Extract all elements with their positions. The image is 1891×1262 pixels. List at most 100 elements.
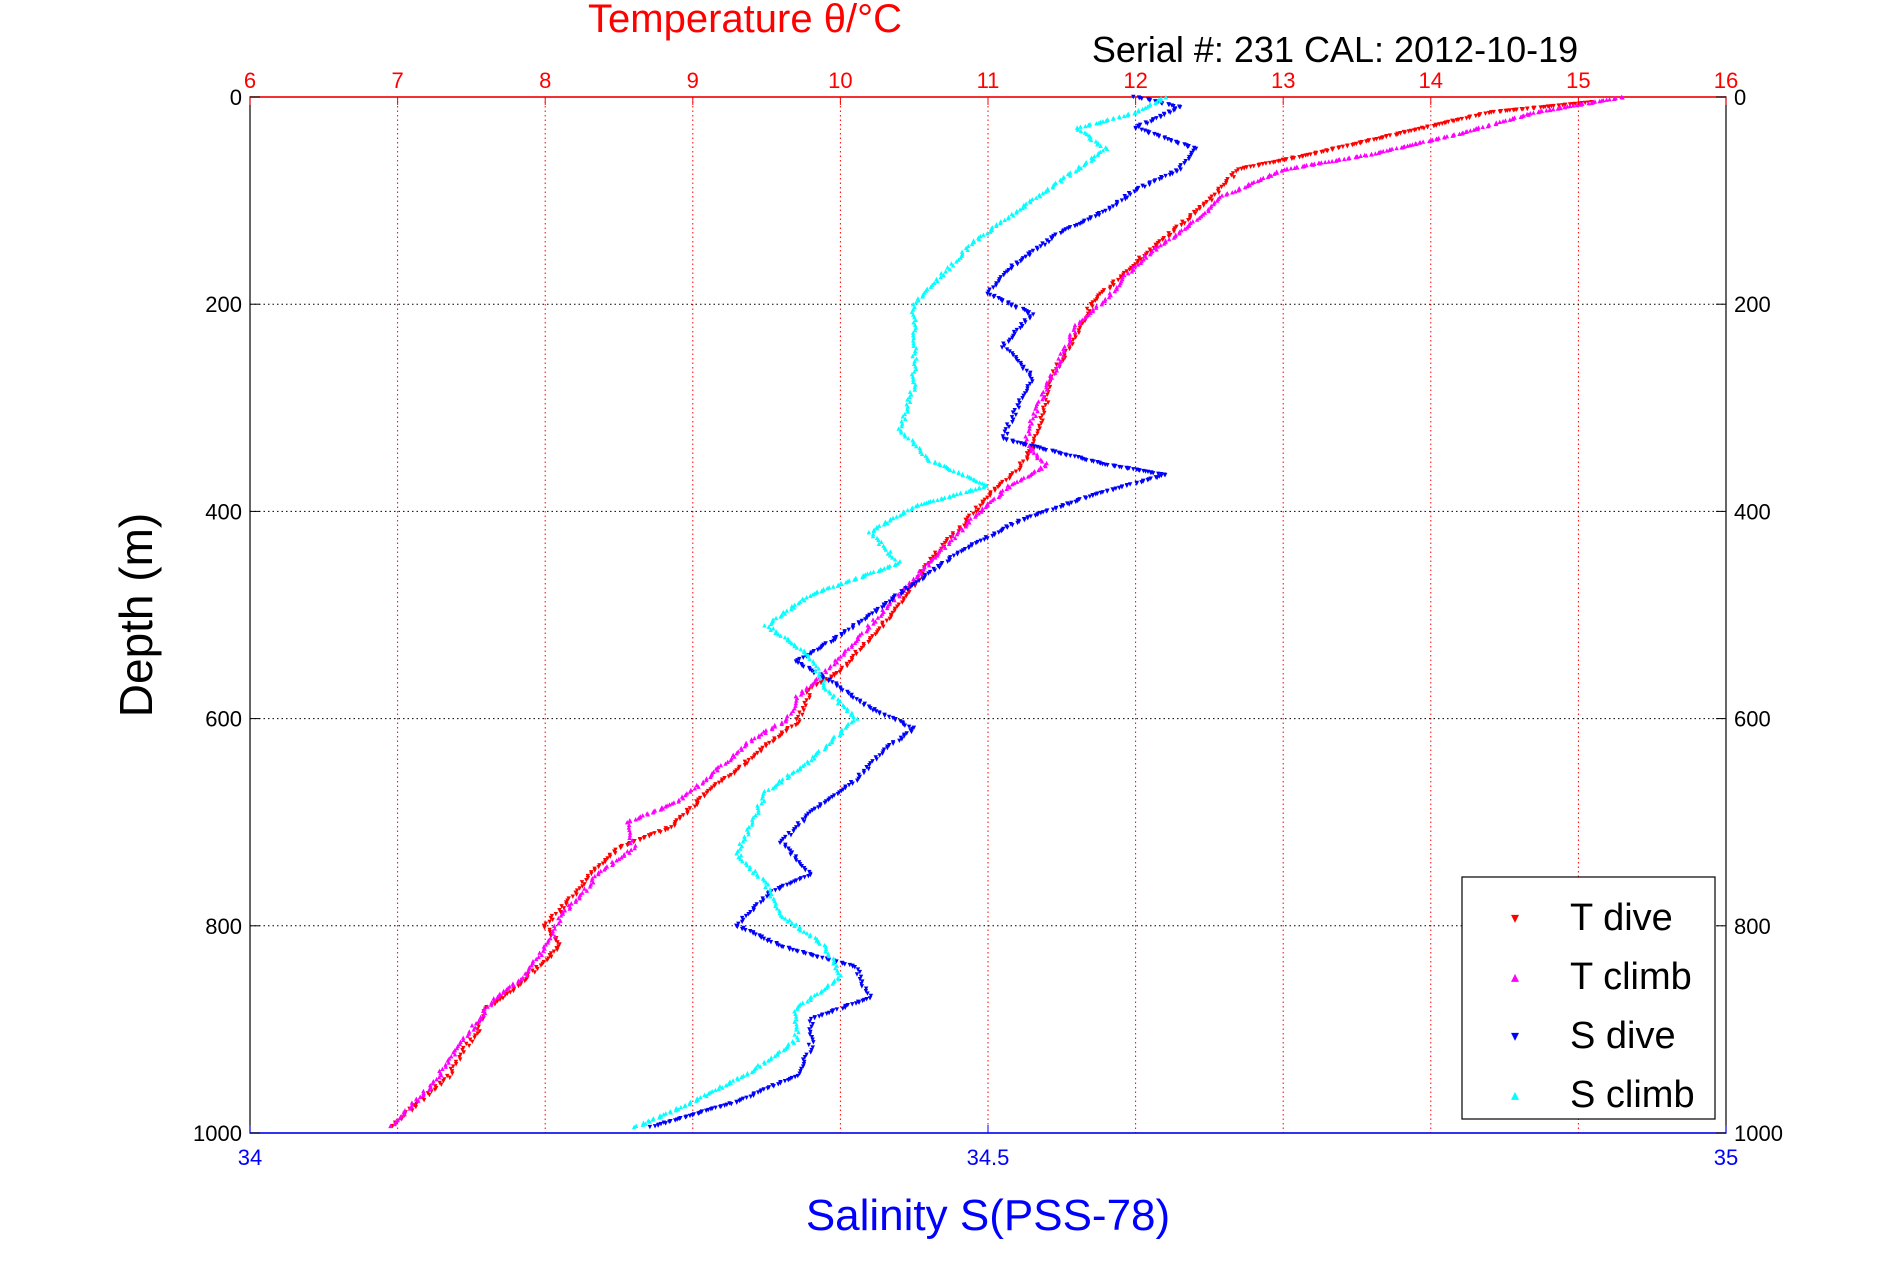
data-point xyxy=(820,676,826,681)
data-point xyxy=(1013,469,1019,474)
data-point xyxy=(943,268,948,274)
data-point xyxy=(1510,116,1515,122)
data-point xyxy=(831,584,836,589)
data-point xyxy=(481,1012,487,1018)
data-point xyxy=(800,1064,806,1069)
data-point xyxy=(1049,375,1055,380)
data-point xyxy=(885,551,891,556)
data-point xyxy=(628,819,633,824)
data-point xyxy=(992,488,998,493)
data-point xyxy=(1560,103,1565,108)
data-point xyxy=(922,501,927,506)
data-point xyxy=(550,917,555,923)
data-point xyxy=(763,884,768,889)
data-point xyxy=(792,602,797,607)
data-point xyxy=(1047,377,1053,383)
data-point xyxy=(449,1054,454,1059)
data-point xyxy=(728,772,734,778)
data-point xyxy=(1077,319,1083,324)
data-point xyxy=(998,220,1003,225)
data-point xyxy=(1031,436,1037,442)
data-point xyxy=(1149,119,1154,124)
data-point xyxy=(794,1027,799,1032)
data-point xyxy=(735,924,740,930)
data-point xyxy=(971,511,976,516)
data-point xyxy=(1377,136,1383,141)
data-point xyxy=(910,353,915,359)
data-point xyxy=(876,541,882,546)
data-point xyxy=(730,1078,736,1083)
data-point xyxy=(892,557,898,562)
data-point xyxy=(1139,96,1144,102)
data-point xyxy=(1039,466,1044,471)
data-point xyxy=(1353,154,1358,160)
data-point xyxy=(645,812,651,817)
data-point xyxy=(421,1090,426,1096)
data-point xyxy=(810,592,816,597)
data-point xyxy=(1018,325,1023,331)
data-point xyxy=(875,606,880,612)
data-point xyxy=(900,421,905,426)
temperature-tick-label: 12 xyxy=(1123,68,1147,93)
data-point xyxy=(749,1069,755,1075)
data-point xyxy=(1015,262,1020,267)
data-point xyxy=(1209,198,1214,203)
data-point xyxy=(1167,172,1173,178)
data-point xyxy=(988,229,993,234)
data-point xyxy=(951,553,957,558)
data-point xyxy=(443,1062,448,1067)
data-point xyxy=(1035,408,1040,414)
data-point xyxy=(808,593,813,598)
data-point xyxy=(912,387,917,392)
data-point xyxy=(911,441,916,447)
data-point xyxy=(1058,358,1064,363)
temperature-tick-label: 13 xyxy=(1271,68,1295,93)
data-point xyxy=(905,397,910,402)
data-point xyxy=(795,768,800,773)
data-point xyxy=(1179,222,1184,228)
data-point xyxy=(987,493,993,499)
data-point xyxy=(1035,455,1040,461)
data-point xyxy=(523,971,528,976)
data-point xyxy=(1144,255,1149,260)
data-point xyxy=(1464,116,1469,121)
data-point xyxy=(558,918,563,923)
data-point xyxy=(633,817,638,822)
data-point xyxy=(945,559,950,564)
data-point xyxy=(621,853,627,858)
data-point xyxy=(942,495,947,500)
data-point xyxy=(890,515,896,521)
data-point xyxy=(1274,170,1280,175)
data-point xyxy=(870,634,875,639)
data-point xyxy=(750,820,755,825)
data-point xyxy=(1027,253,1032,258)
data-point xyxy=(951,468,956,474)
data-point xyxy=(680,813,686,818)
data-point xyxy=(1041,389,1046,395)
data-point xyxy=(847,659,852,665)
data-point xyxy=(1061,346,1066,352)
data-point xyxy=(808,683,813,688)
data-point xyxy=(471,1027,476,1032)
data-point xyxy=(797,877,802,882)
data-point xyxy=(436,1074,442,1080)
data-point xyxy=(969,543,975,548)
data-point xyxy=(1111,283,1116,288)
data-point xyxy=(1007,484,1012,490)
data-point xyxy=(831,961,836,966)
data-point xyxy=(935,553,940,558)
data-point xyxy=(548,936,553,941)
data-point xyxy=(943,545,948,550)
data-point xyxy=(832,658,838,663)
data-point xyxy=(966,489,972,494)
data-point xyxy=(465,1033,470,1038)
data-point xyxy=(1032,434,1038,439)
data-point xyxy=(913,364,918,369)
data-point xyxy=(1060,229,1066,234)
data-point xyxy=(1206,208,1211,214)
data-point xyxy=(1076,328,1081,333)
data-point xyxy=(800,1000,805,1005)
data-point xyxy=(1114,202,1119,208)
data-point xyxy=(794,1016,799,1022)
data-point xyxy=(852,640,858,646)
